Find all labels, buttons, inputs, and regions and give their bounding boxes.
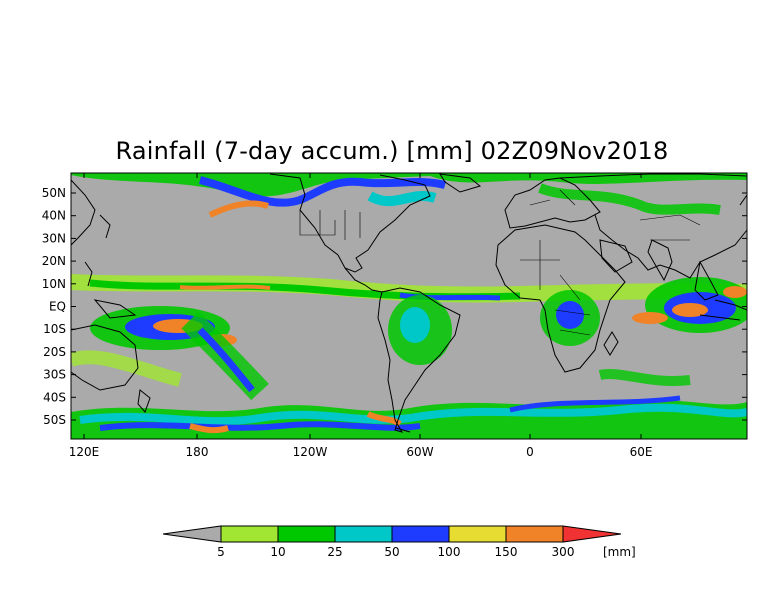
colorbar-segment [505, 525, 564, 543]
colorbar-unit: [mm] [603, 545, 636, 559]
lat-label: 10N [42, 277, 66, 291]
colorbar-label: 300 [552, 545, 575, 559]
colorbar-label: 25 [327, 545, 342, 559]
lon-label: 180 [186, 445, 209, 459]
lat-label: EQ [49, 300, 66, 314]
colorbar-label: 50 [384, 545, 399, 559]
lat-label: 20S [43, 345, 66, 359]
lat-label: 10S [43, 322, 66, 336]
lat-label: 40N [42, 209, 66, 223]
longitude-axis: 120E 180 120W 60W 0 60E [69, 173, 653, 459]
lat-label: 30S [43, 368, 66, 382]
lat-label: 30N [42, 231, 66, 245]
colorbar-segment [448, 525, 507, 543]
lat-label: 50N [42, 186, 66, 200]
precipitation-field [71, 173, 747, 439]
lon-label: 60W [406, 445, 433, 459]
latitude-axis: 50N 40N 30N 20N 10N EQ 10S 20S 30S 40S 50S [42, 186, 747, 427]
colorbar-low-triangle [162, 525, 222, 543]
colorbar-label: 150 [495, 545, 518, 559]
lat-label: 20N [42, 254, 66, 268]
lon-label: 60E [630, 445, 653, 459]
colorbar: 5 10 25 50 100 150 300 [mm] [162, 525, 636, 559]
colorbar-segment [391, 525, 450, 543]
colorbar-label: 5 [217, 545, 225, 559]
colorbar-high-triangle [562, 525, 622, 543]
coastlines [71, 173, 747, 433]
colorbar-label: 10 [270, 545, 285, 559]
lon-label: 0 [526, 445, 534, 459]
colorbar-segment [277, 525, 336, 543]
lon-label: 120E [69, 445, 100, 459]
map-title: Rainfall (7-day accum.) [mm] 02Z09Nov201… [115, 137, 669, 165]
colorbar-segment [334, 525, 393, 543]
colorbar-label: 100 [438, 545, 461, 559]
colorbar-segment [220, 525, 279, 543]
lat-label: 50S [43, 413, 66, 427]
lon-label: 120W [293, 445, 328, 459]
lat-label: 40S [43, 390, 66, 404]
